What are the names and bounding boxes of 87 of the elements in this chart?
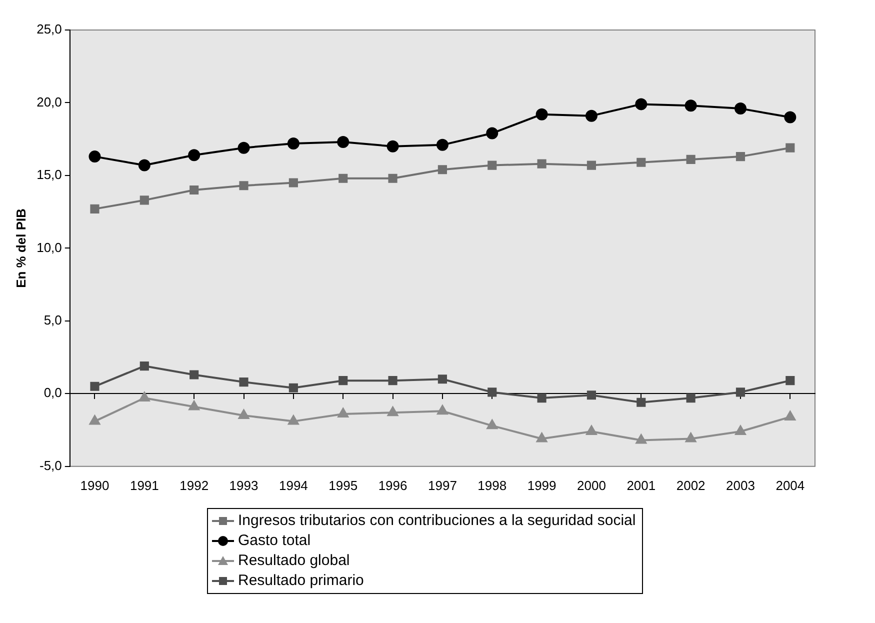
- point: [537, 393, 546, 403]
- x-tick-label: 1990: [80, 478, 110, 493]
- point: [436, 138, 448, 151]
- x-tick-label: 1991: [130, 478, 159, 493]
- point: [686, 154, 696, 164]
- point: [387, 406, 398, 416]
- y-tick-label: 25,0: [36, 22, 62, 37]
- point: [786, 143, 795, 152]
- point: [784, 111, 796, 124]
- point: [288, 178, 298, 188]
- point: [636, 434, 646, 444]
- x-tick-label: 2001: [626, 478, 656, 493]
- point: [288, 383, 298, 392]
- point: [338, 376, 348, 386]
- point: [89, 415, 100, 425]
- x-tick-label: 1997: [428, 478, 457, 493]
- point: [190, 370, 199, 380]
- x-tick-label: 1996: [378, 478, 408, 493]
- point: [188, 400, 200, 410]
- point: [586, 425, 597, 435]
- y-tick-label: 5,0: [44, 312, 62, 328]
- point: [188, 149, 200, 162]
- point: [140, 361, 149, 371]
- point: [734, 102, 746, 115]
- point: [388, 376, 398, 386]
- x-tick-label: 1992: [180, 478, 209, 493]
- x-tick-label: 1998: [478, 478, 507, 493]
- point: [684, 100, 697, 112]
- point: [287, 137, 300, 150]
- legend-label: Resultado global: [238, 551, 350, 571]
- point: [636, 398, 646, 407]
- x-tick-label: 2002: [676, 478, 706, 493]
- point: [190, 185, 199, 195]
- point: [140, 196, 149, 205]
- point: [338, 408, 348, 418]
- x-tick-label: 2004: [776, 478, 805, 493]
- point: [586, 390, 596, 400]
- point: [536, 108, 548, 120]
- point: [636, 158, 646, 167]
- point: [338, 174, 348, 183]
- legend-label: Ingresos tributarios con contribuciones a la seguridad social: [238, 511, 636, 531]
- y-tick-label: -5,0: [39, 458, 62, 473]
- point: [438, 374, 447, 384]
- point: [486, 420, 498, 430]
- y-tick-label: 10,0: [36, 240, 62, 255]
- point: [736, 388, 746, 397]
- point: [138, 159, 150, 172]
- point: [386, 140, 399, 152]
- point: [139, 392, 150, 402]
- point: [238, 142, 250, 154]
- x-tick-label: 1999: [527, 478, 556, 493]
- point: [685, 432, 696, 442]
- point: [337, 136, 350, 148]
- point: [88, 150, 101, 163]
- point: [586, 160, 596, 170]
- point: [488, 388, 497, 397]
- point: [585, 110, 598, 122]
- point: [635, 98, 648, 110]
- point: [686, 393, 696, 403]
- point: [735, 425, 746, 435]
- x-tick-label: 2000: [577, 478, 606, 493]
- point: [438, 165, 447, 174]
- point: [736, 152, 746, 162]
- y-tick-label: 20,0: [36, 94, 62, 110]
- point: [537, 159, 546, 168]
- legend-label: Resultado primario: [238, 571, 364, 591]
- point: [536, 432, 548, 442]
- point: [90, 204, 100, 214]
- y-tick-label: 15,0: [36, 167, 62, 182]
- point: [786, 376, 795, 386]
- point: [239, 181, 248, 190]
- x-tick-label: 1994: [278, 478, 308, 493]
- point: [784, 410, 796, 420]
- point: [486, 127, 498, 140]
- legend-label: Gasto total: [238, 531, 311, 551]
- x-tick-label: 1995: [328, 478, 358, 493]
- x-tick-label: 1993: [229, 478, 258, 493]
- x-tick-label: 2003: [726, 478, 755, 493]
- point: [288, 415, 299, 425]
- y-axis-title: En % del PIB: [13, 208, 28, 288]
- point: [239, 377, 248, 387]
- point: [388, 174, 398, 183]
- point: [488, 160, 497, 170]
- y-tick-label: 0,0: [44, 385, 62, 400]
- point: [437, 405, 448, 415]
- point: [238, 409, 250, 419]
- point: [90, 382, 100, 391]
